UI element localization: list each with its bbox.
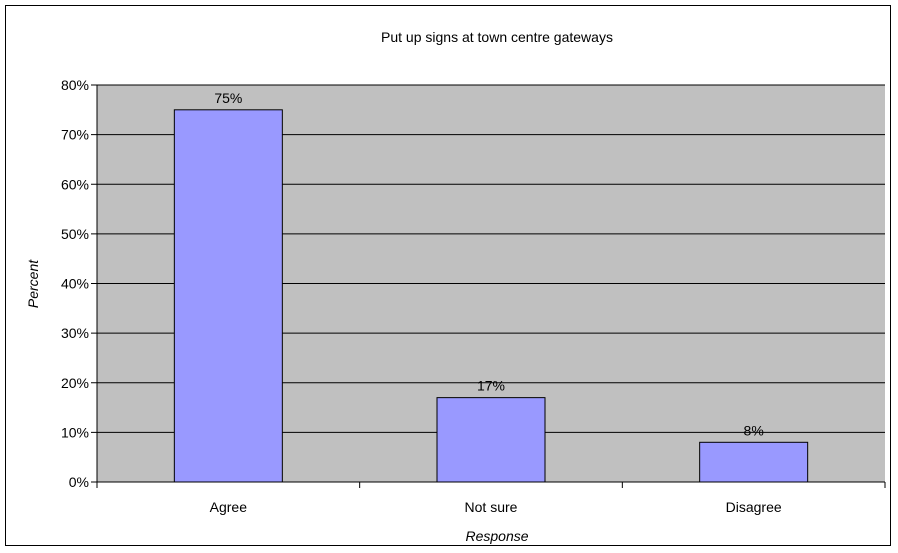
y-tick-label: 50% [61,226,89,242]
y-tick-label: 0% [69,474,89,490]
y-tick-label: 60% [61,176,89,192]
y-tick-label: 20% [61,375,89,391]
y-tick-label: 40% [61,276,89,292]
data-label: 8% [744,422,764,438]
y-axis-ticks: 0% 10% 20% 30% 40% 50% 60% 70% 80% [61,77,97,490]
x-axis-title: Response [465,528,528,544]
y-tick-label: 70% [61,127,89,143]
x-tick-label: Agree [210,499,248,515]
bar [173,109,283,483]
bar [699,441,809,483]
x-tick-label: Disagree [726,499,782,515]
y-tick-label: 30% [61,325,89,341]
x-axis-ticks: Agree Not sure Disagree [96,482,886,515]
y-axis-title: Percent [25,259,41,308]
data-label: 17% [477,378,505,394]
chart-title: Put up signs at town centre gateways [381,29,613,45]
bars: 75% 17% 8% [173,90,809,483]
y-tick-label: 10% [61,424,89,440]
x-tick-label: Not sure [465,499,518,515]
y-tick-label: 80% [61,77,89,93]
bar [436,397,546,483]
data-label: 75% [214,90,242,106]
